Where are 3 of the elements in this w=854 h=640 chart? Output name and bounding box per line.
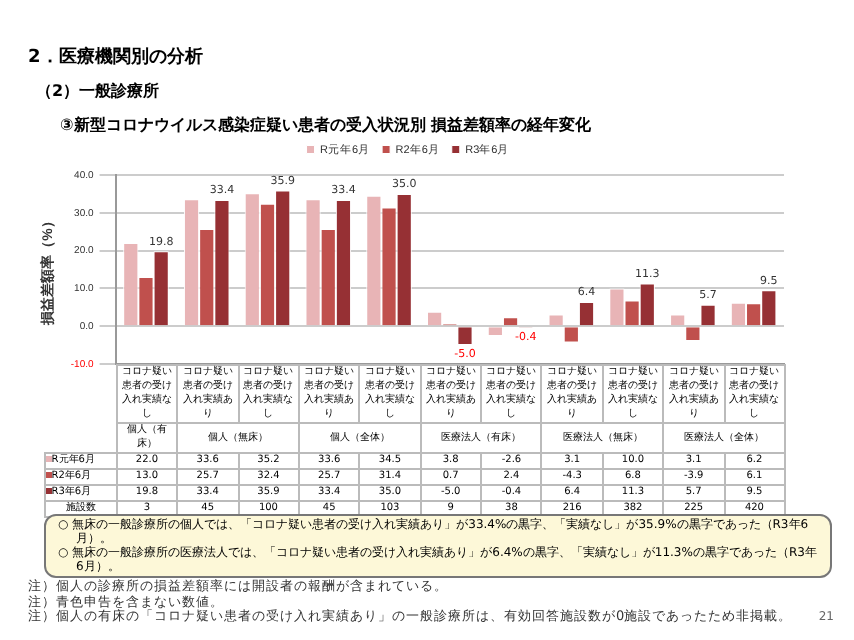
chart-subtitle: （2）一般診療所	[36, 80, 160, 102]
chart-title: ③新型コロナウイルス感染症疑い患者の受入状況別 損益差額率の経年変化	[60, 114, 592, 136]
text: 2．医療機関別の分析	[28, 44, 203, 70]
